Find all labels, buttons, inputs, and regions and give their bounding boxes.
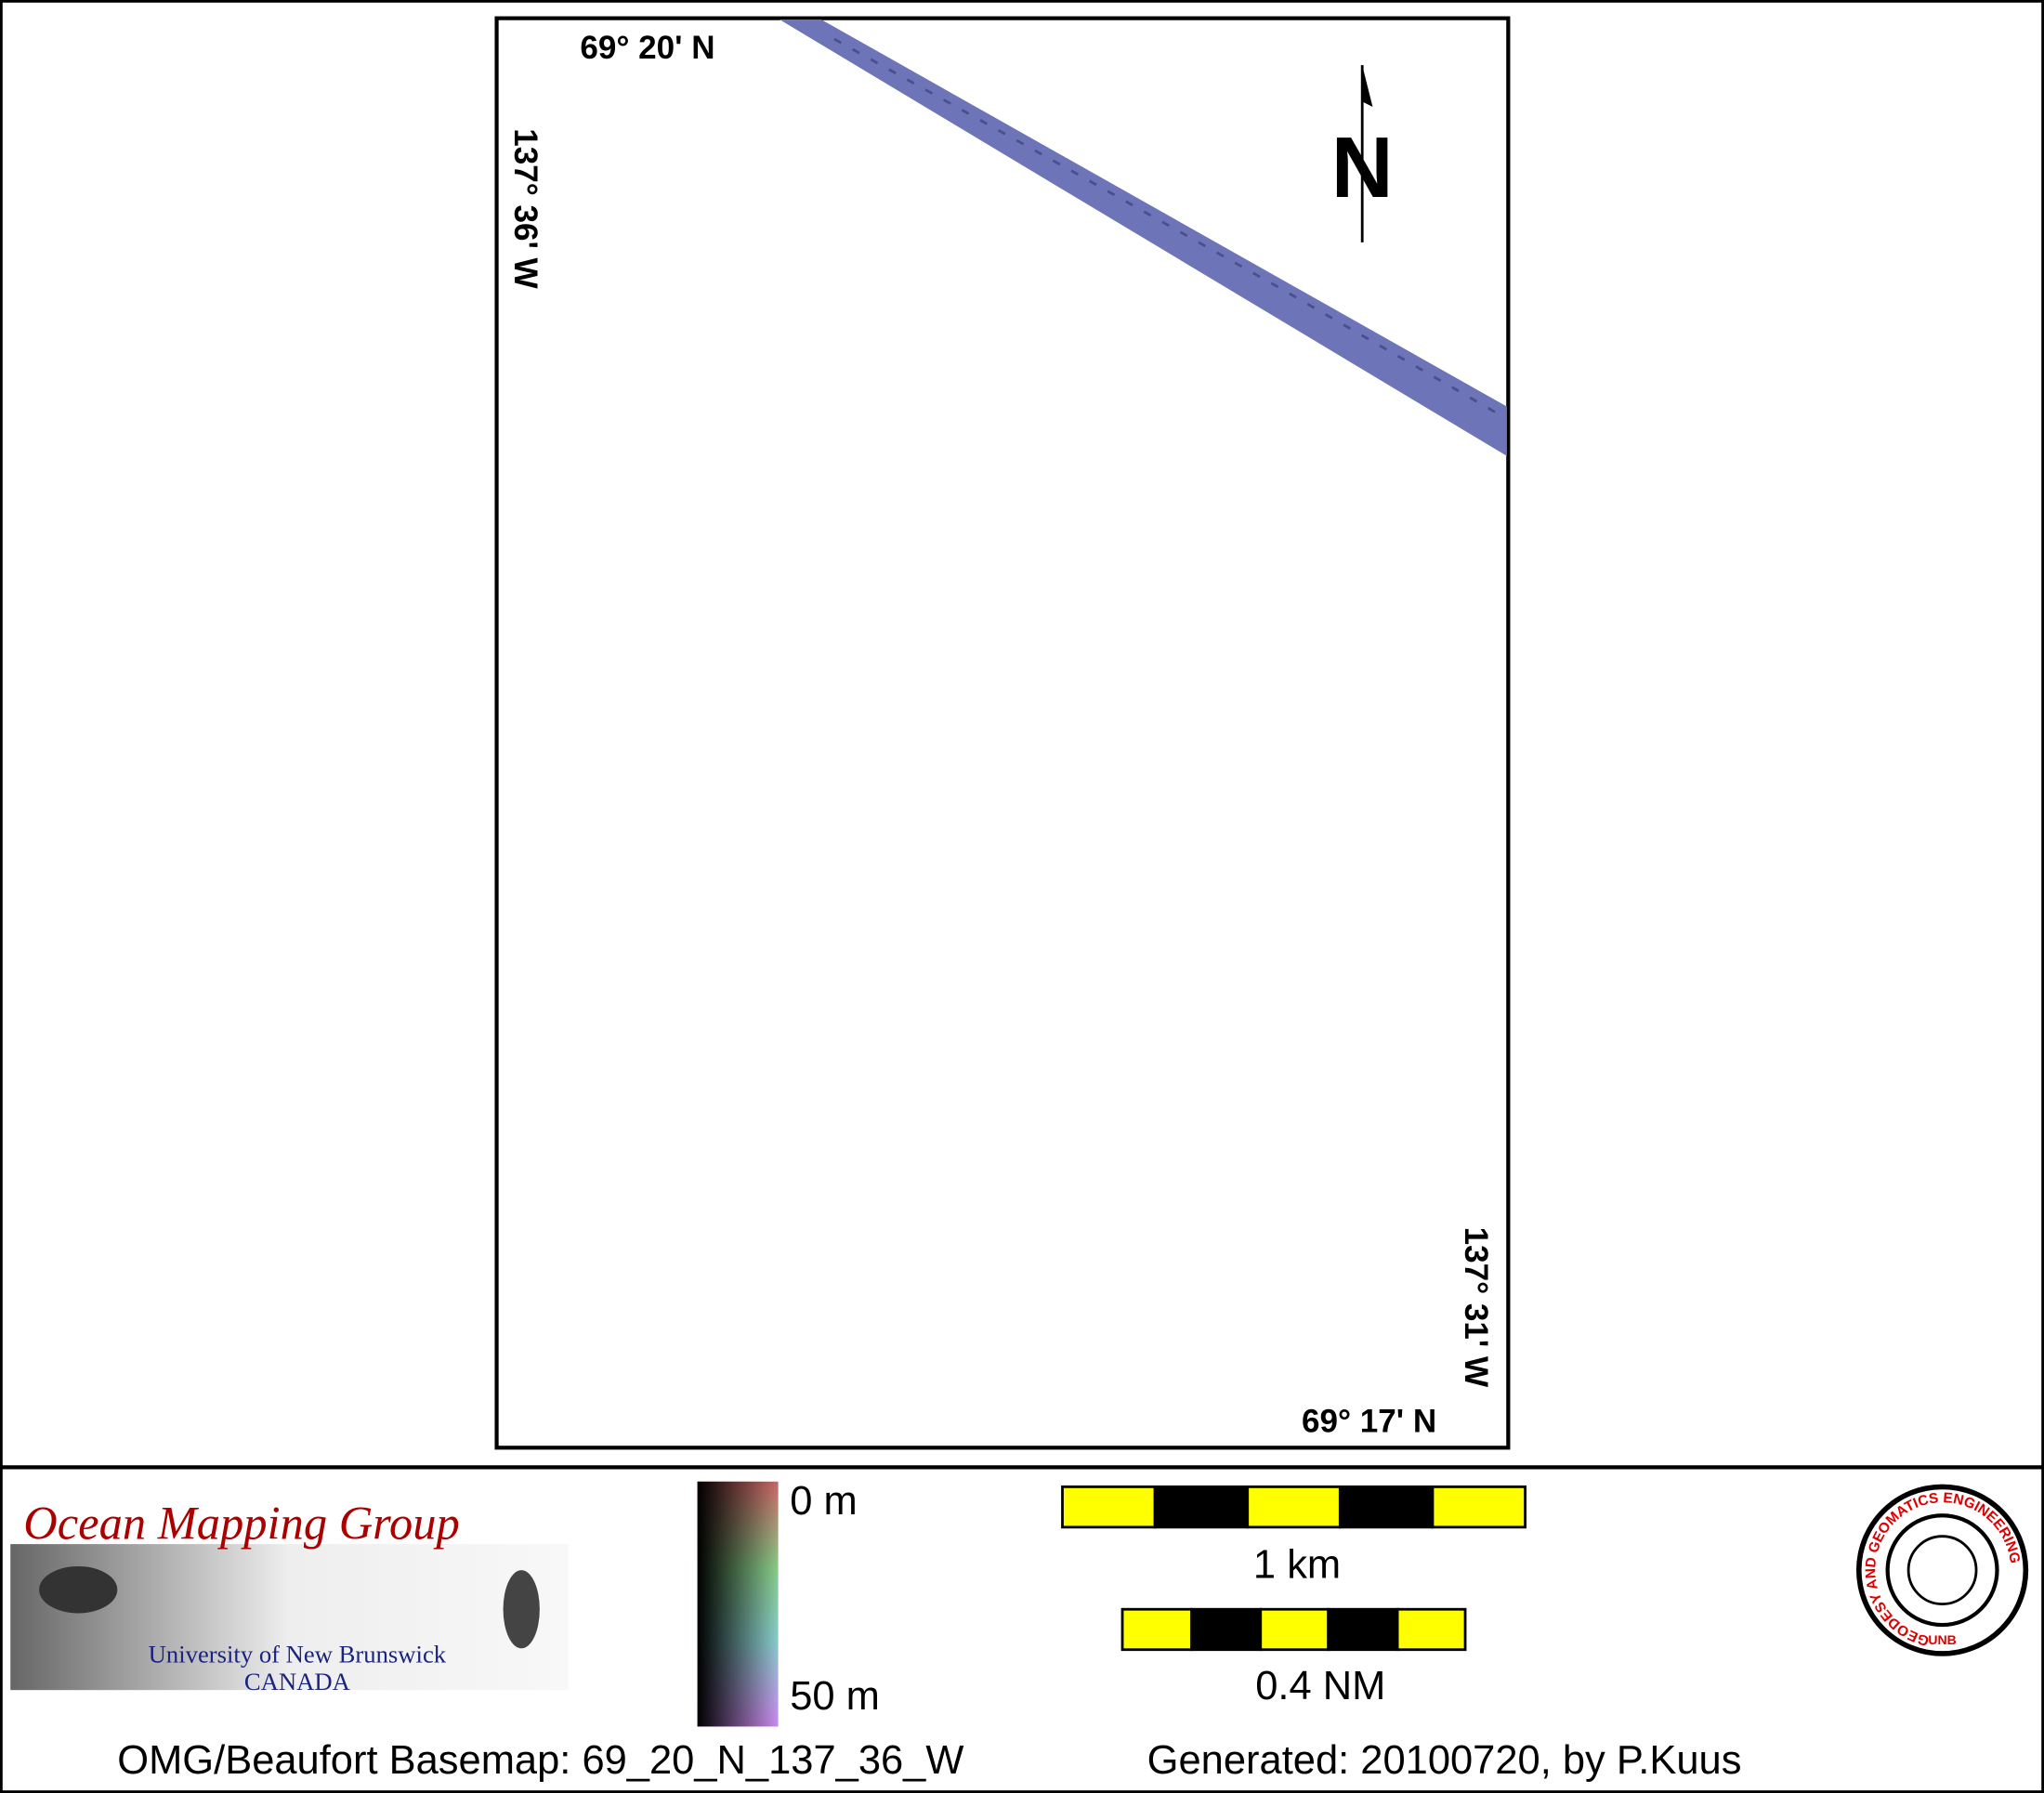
logo-sonar bbox=[503, 1570, 540, 1649]
seal-inner bbox=[1885, 1513, 1999, 1628]
top-latitude: 69° 20' N bbox=[580, 30, 714, 66]
left-longitude: 137° 36' W bbox=[507, 128, 544, 289]
map-frame bbox=[494, 16, 1511, 1450]
depth-colorbar-shade bbox=[697, 1481, 779, 1727]
north-arrow-head bbox=[1362, 65, 1373, 108]
logo-university: University of New Brunswick bbox=[149, 1641, 447, 1669]
logo-sonar bbox=[39, 1565, 118, 1614]
logo-title: Ocean Mapping Group bbox=[23, 1497, 459, 1549]
scale-bar-km bbox=[1061, 1485, 1526, 1529]
scale-km-label: 1 km bbox=[1253, 1543, 1341, 1588]
seal-globe bbox=[1906, 1535, 1978, 1606]
logo-image bbox=[10, 1544, 569, 1691]
scale-nm-label: 0.4 NM bbox=[1255, 1664, 1385, 1708]
depth-top-label: 0 m bbox=[790, 1479, 857, 1524]
north-label: N bbox=[1331, 119, 1394, 216]
footer-basemap: OMG/Beaufort Basemap: 69_20_N_137_36_W bbox=[117, 1738, 963, 1783]
seal-bottom: UNB bbox=[1928, 1632, 1956, 1647]
logo-country: CANADA bbox=[244, 1668, 351, 1695]
right-longitude: 137° 31' W bbox=[1458, 1227, 1494, 1388]
depth-bottom-label: 50 m bbox=[790, 1674, 880, 1719]
scale-bar-nm bbox=[1120, 1607, 1467, 1652]
footer-generated: Generated: 20100720, by P.Kuus bbox=[1147, 1738, 1742, 1783]
bottom-latitude: 69° 17' N bbox=[1302, 1403, 1436, 1439]
